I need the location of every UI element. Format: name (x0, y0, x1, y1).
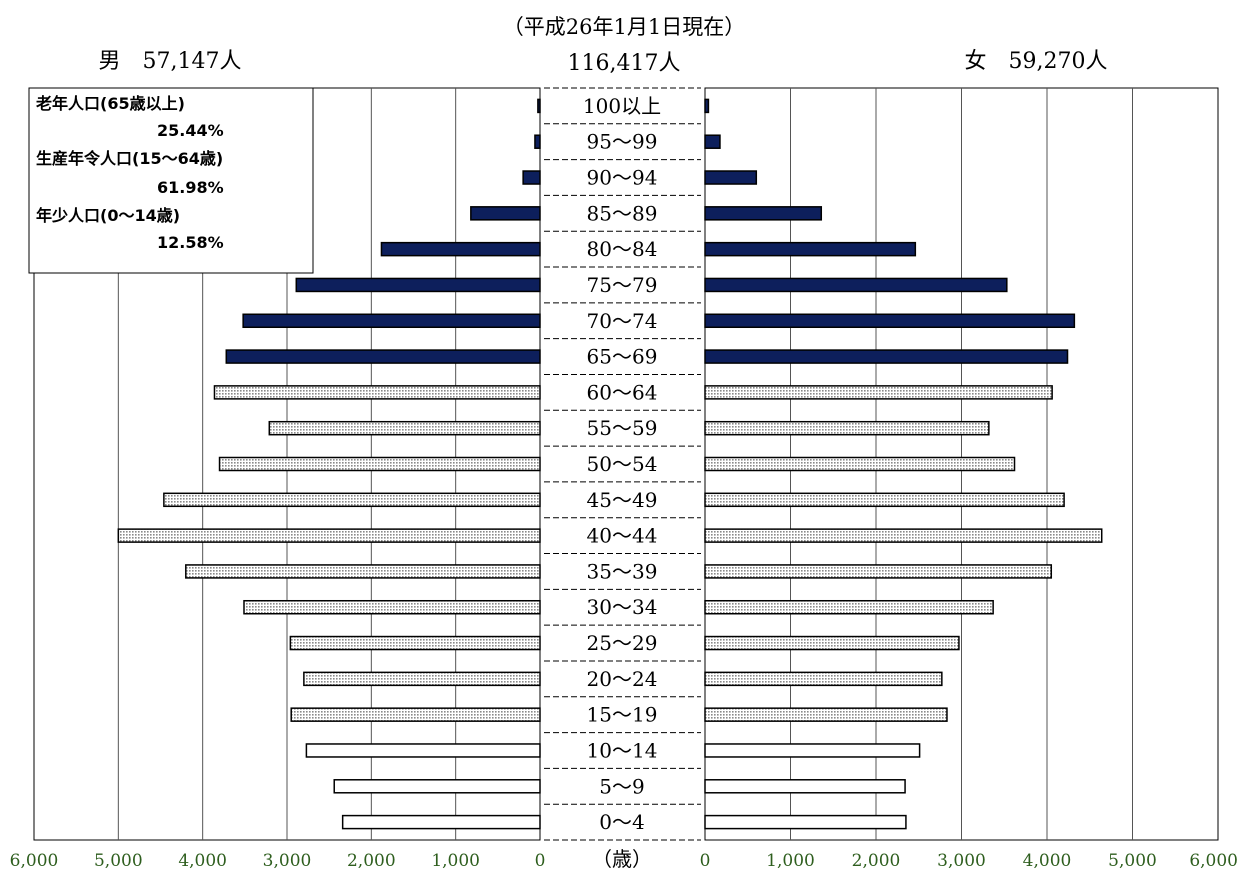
bar-female-2 (704, 170, 758, 185)
legend-working-pct: 61.98% (157, 178, 224, 197)
age-label-17: 15～19 (587, 703, 658, 727)
bar-female-10 (704, 456, 1016, 472)
age-label-1: 95～99 (587, 130, 658, 154)
female-total: 女 59,270人 (965, 49, 1108, 74)
bar-female-3 (704, 206, 823, 221)
tick-left-3: 3,000 (263, 851, 312, 871)
bar-female-12 (704, 528, 1103, 543)
bar-female-18 (704, 743, 921, 758)
bar-female-7 (704, 349, 1069, 364)
age-label-2: 90～94 (587, 166, 658, 190)
legend-youth-pct: 12.58% (157, 233, 224, 252)
bar-female-1 (704, 134, 721, 149)
bar-female-8 (704, 385, 1053, 400)
bar-male-6 (242, 313, 541, 329)
tick-left-2: 4,000 (178, 851, 227, 871)
bar-female-19 (704, 779, 906, 794)
bar-male-3 (470, 206, 541, 221)
bar-female-13 (704, 564, 1053, 579)
tick-left-5: 1,000 (431, 851, 480, 871)
age-label-5: 75～79 (587, 273, 658, 297)
tick-right-4: 4,000 (1023, 851, 1072, 871)
tick-right-6: 6,000 (1189, 851, 1238, 871)
bar-male-1 (534, 134, 541, 149)
age-labels: 100以上 95～99 90～94 85～89 80～84 75～79 70～74 65～69… (544, 87, 701, 841)
bar-female-6 (704, 313, 1076, 329)
age-label-3: 85～89 (587, 201, 658, 225)
bar-male-19 (333, 779, 541, 794)
age-label-14: 30～34 (587, 595, 658, 619)
total-population: 116,417人 (568, 51, 681, 76)
legend-box (28, 87, 314, 274)
bar-male-0 (537, 98, 541, 114)
legend-elderly-label: 老年人口(65歳以上) (35, 94, 185, 113)
bar-female-4 (704, 241, 917, 257)
tick-right-3: 3,000 (937, 851, 986, 871)
bar-female-9 (704, 420, 990, 436)
tick-left-6: 0 (535, 851, 546, 871)
tick-right-2: 2,000 (852, 851, 901, 871)
age-label-20: 0～4 (599, 810, 644, 834)
bar-male-9 (268, 420, 541, 436)
bar-male-10 (218, 456, 541, 472)
age-label-15: 25～29 (587, 631, 658, 655)
bar-male-16 (303, 671, 541, 687)
legend-elderly-pct: 25.44% (157, 121, 224, 140)
age-label-0: 100以上 (583, 94, 661, 118)
bar-female-11 (704, 492, 1065, 508)
bar-female-17 (704, 707, 948, 722)
age-label-8: 60～64 (587, 380, 658, 404)
bar-male-12 (117, 528, 541, 543)
bar-male-14 (243, 599, 541, 615)
bar-female-5 (704, 277, 1008, 293)
tick-right-5: 5,000 (1108, 851, 1157, 871)
age-label-18: 10～14 (587, 738, 658, 762)
tick-left-1: 5,000 (94, 851, 143, 871)
bar-male-15 (289, 635, 541, 651)
age-label-11: 45～49 (587, 488, 658, 512)
bar-male-8 (213, 385, 541, 400)
bar-male-17 (290, 707, 541, 722)
bar-male-18 (305, 743, 541, 758)
age-label-16: 20～24 (587, 667, 658, 691)
bar-male-2 (522, 170, 541, 185)
tick-left-4: 2,000 (347, 851, 396, 871)
legend-youth-label: 年少人口(0～14歳) (36, 206, 180, 225)
bar-female-15 (704, 635, 960, 651)
male-total: 男 57,147人 (99, 49, 242, 74)
legend: 老年人口(65歳以上) 25.44% 生産年令人口(15～64歳) 61.98%… (28, 87, 314, 274)
bar-female-16 (704, 671, 943, 687)
age-label-4: 80～84 (587, 237, 658, 261)
bar-female-20 (704, 814, 907, 830)
bar-male-5 (295, 277, 541, 293)
date-note: （平成26年1月1日現在） (503, 15, 745, 39)
bar-male-13 (185, 564, 541, 579)
bar-female-14 (704, 599, 994, 615)
tick-left-0: 6,000 (10, 851, 59, 871)
age-label-10: 50～54 (587, 452, 658, 476)
age-label-12: 40～44 (587, 524, 658, 548)
age-label-7: 65～69 (587, 345, 658, 369)
age-label-9: 55～59 (587, 416, 658, 440)
tick-right-1: 1,000 (766, 851, 815, 871)
bar-female-0 (704, 98, 710, 114)
bar-male-7 (225, 349, 541, 364)
age-label-13: 35～39 (587, 559, 658, 583)
tick-right-0: 0 (700, 851, 711, 871)
x-ticks: 6,000 5,000 4,000 3,000 2,000 1,000 0 0 1,000 2,0… (10, 851, 1238, 871)
legend-working-label: 生産年令人口(15～64歳) (36, 149, 223, 168)
bar-male-11 (163, 492, 541, 508)
age-label-19: 5～9 (599, 774, 644, 798)
bar-male-20 (341, 814, 541, 830)
age-unit-label: （歳） (592, 847, 652, 871)
age-label-6: 70～74 (587, 309, 658, 333)
bar-male-4 (380, 241, 541, 257)
bars (117, 98, 1103, 830)
